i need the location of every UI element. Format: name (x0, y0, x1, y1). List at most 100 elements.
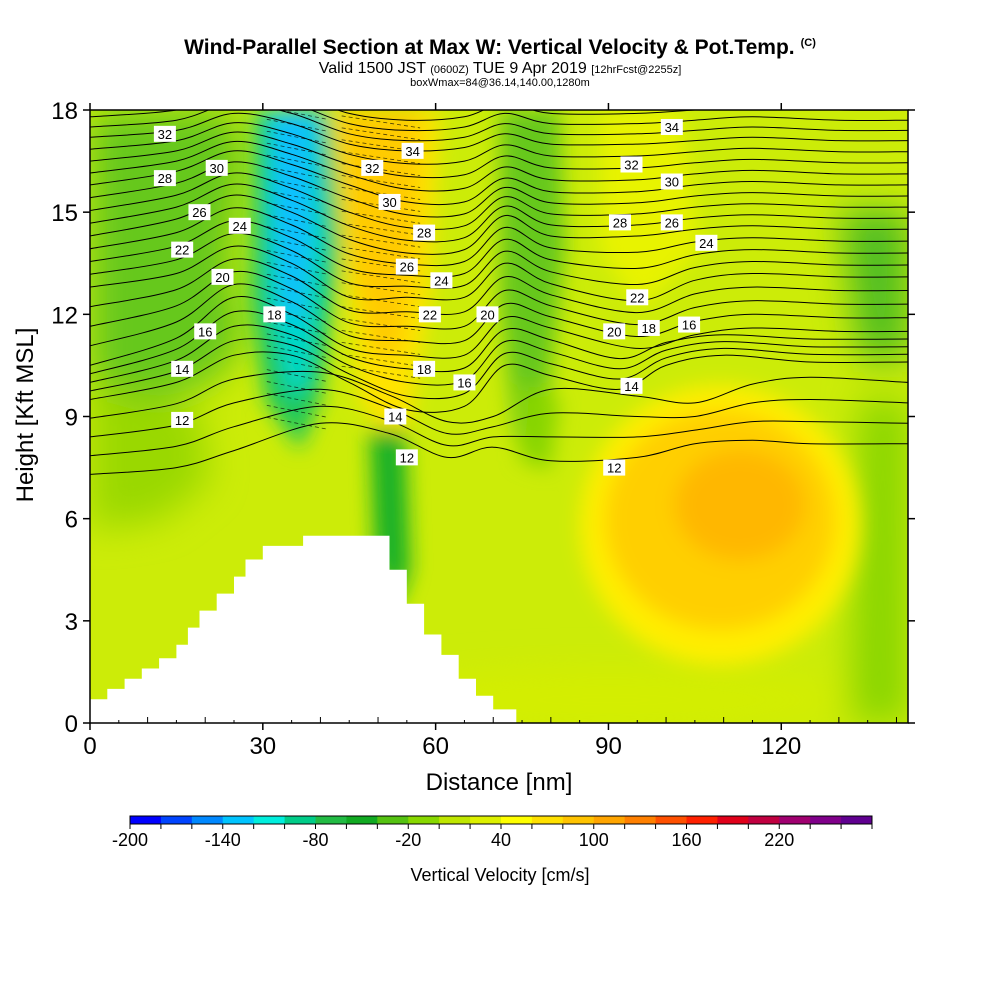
contour-label-box (660, 119, 683, 136)
chart-title: Wind-Parallel Section at Max W: Vertical… (184, 36, 816, 59)
hatch-line (266, 190, 329, 204)
colorbar-swatch (562, 816, 595, 824)
x-tick-label: 60 (422, 733, 449, 760)
hatch-line (266, 226, 329, 239)
contour-label-box (418, 306, 441, 323)
y-tick-label: 0 (65, 711, 78, 738)
contour-label-text: 30 (382, 195, 396, 210)
contour-label-text: 22 (423, 307, 437, 322)
theta-contour-minor (90, 140, 908, 192)
contour-label-text: 26 (192, 205, 206, 220)
colorbar-swatch (501, 816, 533, 824)
x-tick-label: 30 (249, 733, 276, 760)
colorbar-swatch (408, 816, 440, 824)
contour-label: 32 (361, 159, 384, 176)
colorbar-swatch (779, 816, 811, 824)
colorbar-swatch (593, 816, 626, 824)
contour-label-text: 14 (175, 362, 189, 377)
contour-label-text: 14 (624, 379, 638, 394)
hatch-line (266, 166, 329, 180)
contour-label-box (453, 374, 476, 391)
contour-label: 18 (637, 319, 660, 336)
hatch-line (341, 270, 421, 284)
hatch-line (266, 357, 329, 371)
hatch-line (266, 118, 329, 132)
hatch-line (341, 127, 421, 141)
colorbar-swatch (191, 816, 224, 824)
theta-contour-minor (90, 131, 908, 179)
contour-label: 30 (660, 173, 683, 190)
theta-contour-minor (90, 338, 908, 400)
contour-label-box (620, 377, 643, 394)
colorbar-tick-label: 160 (671, 830, 701, 850)
contour-label-box (205, 159, 228, 176)
downdraft-hatching (266, 110, 421, 430)
contour-label-text: 28 (417, 226, 431, 241)
contour-label: 28 (153, 170, 176, 187)
hatch-line (266, 178, 329, 192)
contour-label: 14 (384, 408, 407, 425)
theta-contour-minor (90, 122, 908, 165)
hatch-line (266, 250, 329, 263)
hatch-line (341, 115, 421, 129)
contour-label-box (171, 360, 194, 377)
colorbar-tick-label: 220 (764, 830, 794, 850)
theta-contour-minor (90, 388, 908, 438)
colorbar-swatch (222, 816, 255, 824)
contour-label: 20 (603, 323, 626, 340)
colorbar-swatch (655, 816, 687, 824)
contour-label: 16 (194, 323, 217, 340)
contour-label-box (153, 170, 176, 187)
colorbar-swatch (377, 816, 409, 824)
contour-label: 22 (171, 241, 194, 258)
contour-label-text: 30 (665, 175, 679, 190)
contour-label: 16 (453, 374, 476, 391)
contour-label-text: 20 (480, 307, 494, 322)
hatch-line (341, 341, 421, 355)
contour-label-box (608, 214, 631, 231)
contour-label-box (188, 204, 211, 221)
contour-label-text: 12 (175, 413, 189, 428)
contour-label-text: 34 (405, 144, 419, 159)
contour-label: 20 (476, 306, 499, 323)
colorbar-swatch (624, 816, 657, 824)
contour-label-box (430, 272, 453, 289)
contour-label-box (263, 306, 286, 323)
contour-label: 12 (395, 449, 418, 466)
contour-label-text: 32 (365, 161, 379, 176)
hatch-line (266, 416, 329, 430)
contour-label-text: 32 (624, 157, 638, 172)
hatch-line (266, 214, 329, 228)
theta-contour-minor (90, 405, 908, 457)
contour-label: 30 (378, 193, 401, 210)
colorbar-swatch (531, 816, 564, 824)
contour-label-box (361, 159, 384, 176)
contour-label-box (660, 173, 683, 190)
hatch-line (341, 246, 421, 260)
contour-label-box (603, 323, 626, 340)
contour-label-text: 12 (400, 450, 414, 465)
contour-label: 14 (620, 377, 643, 394)
theta-contour-minor (90, 172, 908, 230)
colorbar-swatch (130, 816, 162, 824)
contour-label: 24 (228, 217, 251, 234)
chart-box-info: boxWmax=84@36.14,140.00,1280m (410, 77, 590, 89)
hatch-line (266, 321, 329, 335)
contour-label-text: 16 (682, 318, 696, 333)
contour-label-box (228, 217, 251, 234)
contour-label-box (603, 459, 626, 476)
contour-label-text: 20 (607, 324, 621, 339)
contour-label: 32 (620, 156, 643, 173)
y-tick-label: 15 (51, 200, 78, 227)
contour-label: 28 (413, 224, 436, 241)
contour-label-box (413, 224, 436, 241)
theta-contour-12 (90, 422, 908, 475)
hatch-line (266, 273, 329, 287)
theta-contour-minor (90, 370, 908, 424)
x-tick-label: 120 (761, 733, 801, 760)
colorbar-tick-label: -200 (112, 830, 148, 850)
hatch-line (341, 318, 421, 331)
colorbar: -200 -140 -80 -20 40 100 160 220 (112, 815, 873, 850)
contour-label-box (476, 306, 499, 323)
